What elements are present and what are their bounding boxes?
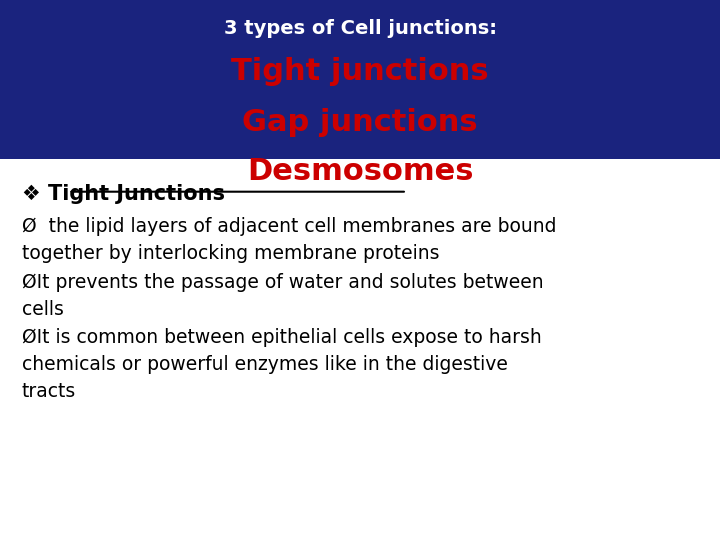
Text: cells: cells: [22, 300, 63, 319]
Text: 3 types of Cell junctions:: 3 types of Cell junctions:: [223, 19, 497, 38]
Text: Desmosomes: Desmosomes: [247, 157, 473, 186]
Text: ØIt prevents the passage of water and solutes between: ØIt prevents the passage of water and so…: [22, 273, 543, 292]
Text: Gap junctions: Gap junctions: [242, 108, 478, 137]
Text: ❖ Tight Junctions: ❖ Tight Junctions: [22, 184, 225, 204]
Text: Ø  the lipid layers of adjacent cell membranes are bound: Ø the lipid layers of adjacent cell memb…: [22, 217, 556, 236]
Text: together by interlocking membrane proteins: together by interlocking membrane protei…: [22, 244, 439, 263]
Text: chemicals or powerful enzymes like in the digestive: chemicals or powerful enzymes like in th…: [22, 355, 508, 374]
FancyBboxPatch shape: [0, 0, 720, 159]
Text: tracts: tracts: [22, 382, 76, 401]
Text: ØIt is common between epithelial cells expose to harsh: ØIt is common between epithelial cells e…: [22, 328, 541, 347]
Text: Tight junctions: Tight junctions: [231, 57, 489, 86]
